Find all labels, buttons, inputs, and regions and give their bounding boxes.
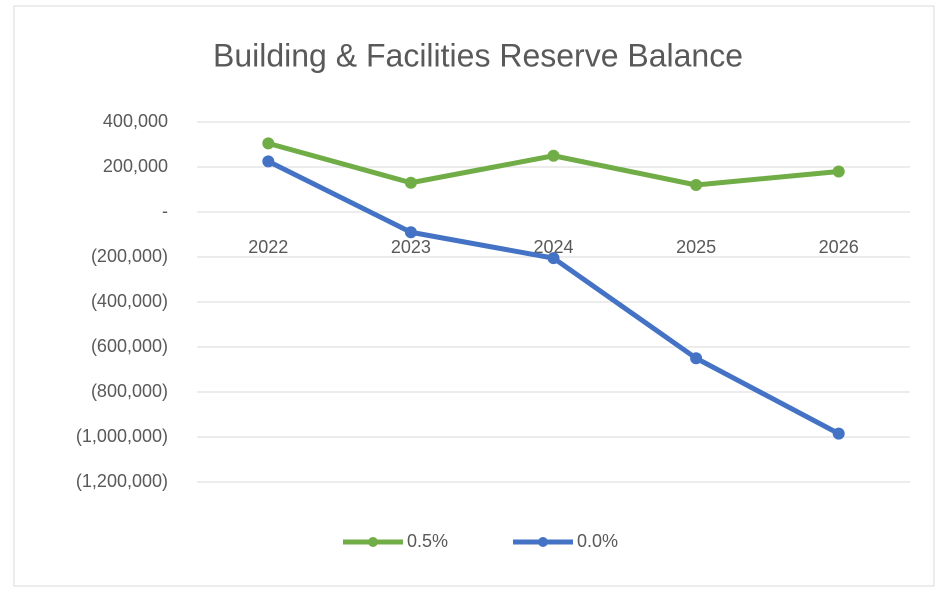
y-tick-label: (600,000): [91, 336, 168, 356]
chart-border: [13, 5, 935, 587]
x-tick-label: 2024: [533, 237, 573, 257]
legend-marker: [368, 537, 378, 547]
legend-label: 0.5%: [407, 531, 448, 551]
data-point: [690, 179, 703, 191]
chart-title: Building & Facilities Reserve Balance: [213, 37, 743, 73]
y-tick-label: -: [162, 201, 168, 221]
data-point: [262, 137, 275, 150]
x-tick-label: 2026: [819, 237, 859, 257]
data-point: [262, 155, 275, 168]
y-tick-label: 400,000: [103, 111, 168, 131]
data-point: [690, 352, 703, 365]
x-tick-label: 2025: [676, 237, 716, 257]
legend-marker: [538, 537, 548, 547]
data-point: [832, 165, 845, 178]
y-tick-label: 200,000: [103, 156, 168, 176]
data-point: [832, 427, 845, 440]
y-tick-label: (200,000): [91, 246, 168, 266]
x-tick-label: 2023: [391, 237, 431, 257]
y-tick-label: (800,000): [91, 381, 168, 401]
x-tick-label: 2022: [248, 237, 288, 257]
y-tick-label: (400,000): [91, 291, 168, 311]
data-point: [404, 176, 417, 189]
y-tick-label: (1,200,000): [76, 471, 168, 491]
data-point: [547, 149, 560, 162]
data-point: [547, 252, 560, 265]
data-point: [404, 226, 417, 239]
y-tick-label: (1,000,000): [76, 426, 168, 446]
legend-label: 0.0%: [577, 531, 618, 551]
